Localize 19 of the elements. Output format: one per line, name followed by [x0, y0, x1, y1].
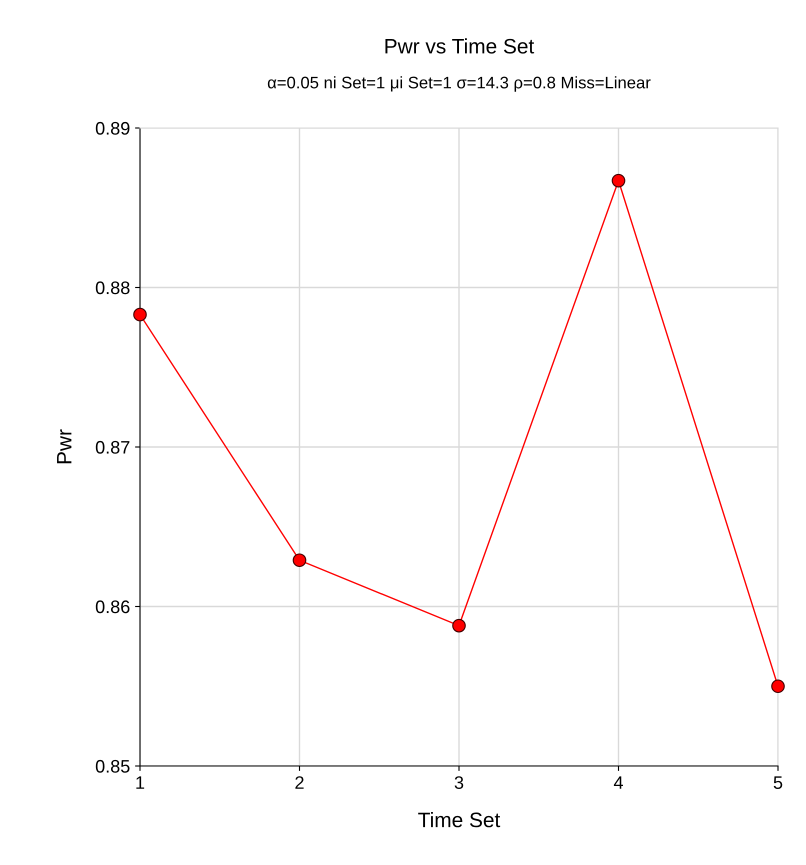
y-tick-label: 0.89	[96, 122, 130, 135]
x-tick-label: 1	[136, 776, 144, 789]
y-tick-label: 0.86	[96, 600, 130, 614]
point	[771, 679, 785, 694]
point	[452, 618, 466, 632]
y-tick-label: 0.88	[96, 281, 130, 294]
point	[133, 308, 147, 322]
x-tick-label: 5	[774, 776, 782, 789]
y-axis-title: Pwr	[57, 429, 72, 464]
x-tick-label: 4	[614, 776, 623, 789]
chart-title: Pwr vs Time Set	[385, 38, 534, 54]
point	[292, 553, 306, 568]
point	[612, 174, 626, 188]
y-tick-label: 0.85	[96, 760, 130, 773]
y-tick-label: 0.87	[96, 440, 130, 454]
x-axis-title: Time Set	[418, 812, 500, 828]
chart-subtitle: α=0.05 ni Set=1 μi Set=1 σ=14.3 ρ=0.8 Miss=Linear	[268, 76, 651, 92]
x-tick-label: 3	[454, 776, 464, 789]
x-tick-label: 2	[295, 776, 304, 789]
